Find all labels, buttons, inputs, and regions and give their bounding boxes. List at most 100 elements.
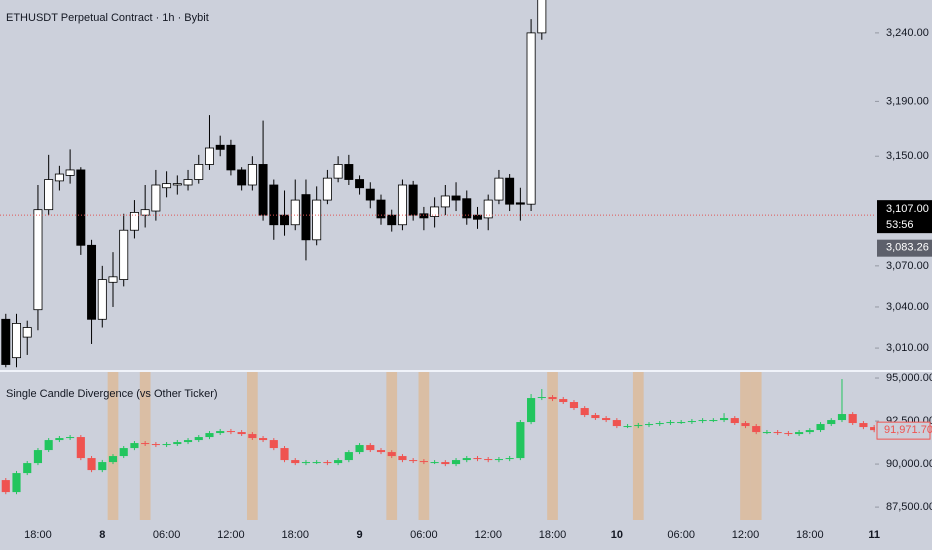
candle-body: [119, 229, 129, 280]
divergence-highlight: [386, 372, 398, 520]
candle-body: [559, 399, 568, 403]
candle-body: [666, 422, 675, 424]
x-tick-label: 8: [99, 529, 105, 541]
candle-body: [248, 434, 257, 439]
candle-body: [709, 420, 718, 422]
candle-body: [44, 440, 53, 451]
candle-body: [76, 437, 85, 459]
candle-body: [730, 418, 739, 424]
candle-body: [237, 432, 246, 435]
candle-body: [741, 423, 750, 427]
candle-body: [98, 462, 107, 471]
chart-title: ETHUSDT Perpetual Contract · 1h · Bybit: [6, 12, 209, 24]
candle-body: [215, 144, 225, 150]
x-tick-label: 12:00: [474, 529, 502, 541]
candle-body: [591, 415, 600, 419]
candle-body: [12, 323, 21, 359]
y-tick-label: 3,150.00: [886, 150, 929, 162]
candle-body: [323, 462, 332, 464]
candle-body: [108, 276, 118, 283]
candle-body: [515, 202, 525, 205]
price-marker-label: 3,083.26: [886, 242, 929, 254]
candle-body: [333, 164, 343, 179]
candle-body: [623, 426, 632, 428]
candle-body: [451, 460, 461, 465]
candle-body: [97, 279, 107, 320]
candle-body: [387, 214, 397, 226]
last-price-box: [876, 421, 931, 440]
x-tick-label: 18:00: [24, 529, 52, 541]
last-price-label: 91,971.70: [884, 424, 932, 436]
candle-body: [602, 418, 611, 421]
y-tick-label: 3,190.00: [886, 95, 929, 107]
candle-body: [66, 437, 75, 439]
candle-body: [54, 173, 64, 182]
candle-body: [462, 458, 471, 461]
candle-body: [162, 444, 171, 446]
candle-body: [87, 458, 96, 471]
candle-body: [23, 463, 32, 474]
candle-body: [355, 445, 364, 453]
divergence-highlight: [107, 372, 119, 520]
candle-body: [376, 450, 386, 453]
candle-body: [837, 414, 847, 421]
candle-body: [55, 438, 64, 441]
candle-body: [322, 177, 332, 201]
candle-body: [226, 431, 235, 433]
y-tick-label: 87,500.00: [886, 501, 932, 513]
price-pane: [0, 0, 875, 368]
candle-body: [795, 432, 804, 435]
candle-body: [291, 460, 300, 464]
candle-body: [655, 423, 664, 425]
candle-body: [22, 327, 32, 338]
x-tick-label: 06:00: [410, 529, 438, 541]
x-tick-label: 18:00: [539, 529, 567, 541]
candle-body: [408, 184, 418, 216]
candle-body: [365, 188, 375, 201]
x-tick-label: 10: [611, 529, 623, 541]
candle-body: [548, 397, 557, 400]
candle-body: [527, 398, 536, 423]
candle-body: [141, 443, 150, 445]
x-tick-label: 06:00: [667, 529, 695, 541]
divergence-highlight: [740, 372, 751, 520]
candle-body: [752, 426, 761, 433]
candle-body: [226, 144, 236, 171]
candle-body: [644, 424, 654, 426]
x-tick-label: 18:00: [796, 529, 824, 541]
candle-body: [483, 199, 493, 219]
candle-body: [773, 432, 782, 434]
candle-body: [237, 169, 247, 186]
candle-body: [870, 427, 875, 431]
candle-body: [172, 183, 182, 186]
candle-body: [151, 184, 161, 212]
candle-body: [1, 318, 11, 365]
current-price-box: [877, 200, 932, 234]
indicator-title: Single Candle Divergence (vs Other Ticke…: [6, 388, 218, 400]
candle-body: [87, 244, 97, 320]
candle-body: [290, 199, 300, 226]
y-tick-label: 90,000.00: [886, 458, 932, 470]
candle-body: [269, 440, 278, 449]
candle-body: [537, 397, 546, 399]
candle-body: [216, 431, 225, 434]
candle-body: [173, 442, 182, 445]
candle-body: [505, 177, 515, 205]
candle-body: [344, 164, 354, 180]
candle-body: [280, 214, 289, 226]
candle-body: [494, 177, 504, 201]
candle-body: [355, 179, 365, 189]
x-tick-label: 18:00: [281, 529, 309, 541]
candle-body: [301, 462, 311, 464]
candle-body: [484, 459, 493, 461]
divergence-highlight: [418, 372, 430, 520]
x-tick-label: 06:00: [153, 529, 181, 541]
candle-body: [677, 422, 686, 424]
candle-body: [183, 179, 193, 186]
candle-body: [473, 214, 482, 220]
candle-body: [183, 440, 193, 443]
candle-body: [419, 213, 429, 219]
candle-body: [119, 448, 128, 457]
candle-body: [205, 433, 214, 438]
candle-body: [312, 462, 321, 464]
